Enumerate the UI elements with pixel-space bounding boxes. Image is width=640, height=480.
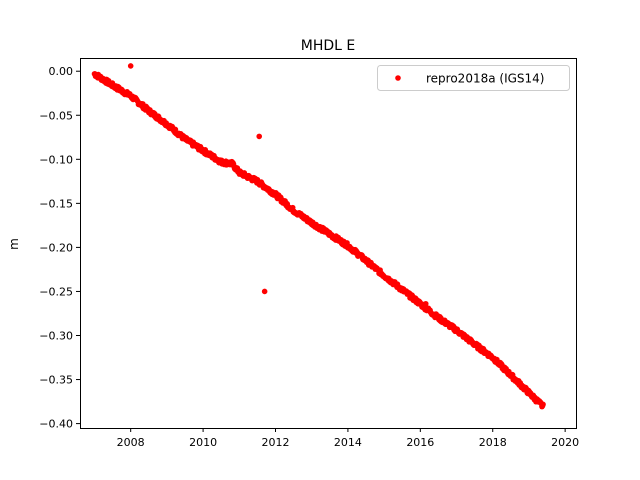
x-tick-label: 2010 [189, 436, 217, 449]
data-points [91, 63, 546, 410]
y-tick-label: −0.05 [39, 109, 73, 122]
y-tick-label: 0.00 [49, 65, 74, 78]
chart-title: MHDL E [301, 38, 355, 54]
y-tick-label: −0.25 [39, 285, 73, 298]
x-tick-label: 2008 [117, 436, 145, 449]
y-tick-label: −0.10 [39, 153, 73, 166]
outlier-point [256, 133, 263, 140]
y-tick-label: −0.40 [39, 418, 73, 431]
x-tick-label: 2014 [334, 436, 362, 449]
y-tick-label: −0.15 [39, 197, 73, 210]
legend: repro2018a (IGS14) [377, 65, 570, 91]
x-tick-label: 2020 [551, 436, 579, 449]
y-tick-label: −0.20 [39, 241, 73, 254]
legend-marker [395, 75, 401, 81]
legend-box [377, 65, 570, 91]
x-tick-label: 2018 [479, 436, 507, 449]
x-tick-label: 2016 [406, 436, 434, 449]
x-axis-ticks: 2008 2010 2012 2014 2016 2018 2020 [117, 428, 579, 449]
y-axis-label: m [7, 238, 21, 250]
y-tick-label: −0.35 [39, 374, 73, 387]
outlier-point [422, 300, 429, 307]
outlier-point [261, 288, 268, 295]
y-axis-ticks: 0.00 −0.05 −0.10 −0.15 −0.20 −0.25 −0.30 −0.35 −… [39, 65, 80, 431]
data-point [540, 401, 546, 408]
plot-area-frame [80, 58, 577, 429]
x-tick-label: 2012 [262, 436, 290, 449]
legend-label: repro2018a (IGS14) [426, 72, 544, 86]
y-tick-label: −0.30 [39, 330, 73, 343]
outlier-point [127, 63, 134, 69]
